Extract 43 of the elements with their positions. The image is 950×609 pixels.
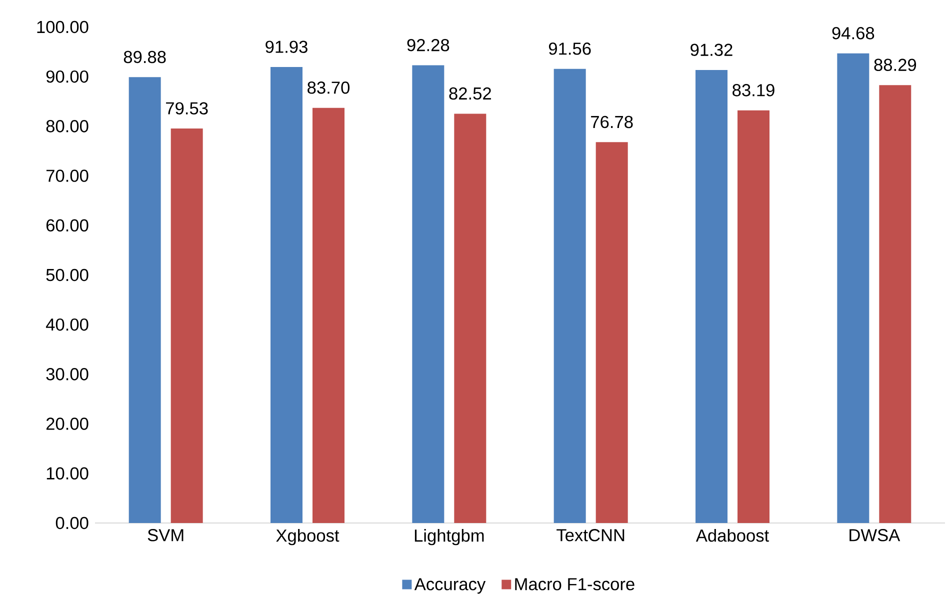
bar — [879, 85, 912, 523]
data-label: 88.29 — [874, 58, 916, 72]
y-tick-label: 20.00 — [46, 418, 88, 430]
legend-label: Macro F1-score — [515, 578, 634, 590]
y-tick-label: 90.00 — [46, 70, 88, 83]
data-label: 91.56 — [548, 42, 591, 55]
data-label: 91.93 — [266, 40, 308, 53]
bar — [312, 108, 345, 523]
x-tick-label: DWSA — [850, 529, 900, 542]
bar — [738, 110, 770, 523]
y-tick-label: 40.00 — [46, 318, 88, 331]
data-label: 83.19 — [732, 84, 774, 96]
bar — [696, 70, 728, 523]
x-tick-label: TextCNN — [556, 529, 624, 542]
y-tick-label: 50.00 — [46, 268, 88, 282]
bar — [554, 68, 586, 523]
data-label: 94.68 — [832, 27, 874, 40]
y-tick-label: 60.00 — [46, 219, 88, 232]
y-tick-label: 30.00 — [46, 368, 88, 380]
y-tick-label: 0.00 — [56, 516, 88, 530]
data-label: 82.52 — [449, 87, 491, 100]
legend-label: Accuracy — [414, 578, 486, 594]
bar — [128, 77, 161, 523]
data-label: 76.78 — [591, 116, 633, 128]
y-tick-label: 70.00 — [46, 170, 88, 182]
bar — [170, 128, 203, 523]
x-tick-label: Adaboost — [696, 529, 769, 542]
y-tick-label: 100.00 — [37, 20, 88, 34]
bar — [270, 67, 303, 523]
bar — [412, 65, 444, 523]
y-tick-label: 10.00 — [46, 467, 88, 480]
bar — [454, 114, 486, 523]
data-label: 91.32 — [690, 44, 732, 56]
data-label: 83.70 — [308, 82, 350, 94]
x-tick-label: Xgboost — [276, 529, 340, 546]
bar — [596, 142, 628, 523]
data-label: 79.53 — [166, 102, 208, 114]
x-tick-label: SVM — [148, 529, 184, 542]
bar — [837, 53, 870, 523]
data-label: 92.28 — [407, 38, 450, 52]
y-tick-label: 80.00 — [46, 120, 88, 132]
x-tick-label: Lightgbm — [414, 529, 484, 546]
data-label: 89.88 — [124, 50, 166, 64]
